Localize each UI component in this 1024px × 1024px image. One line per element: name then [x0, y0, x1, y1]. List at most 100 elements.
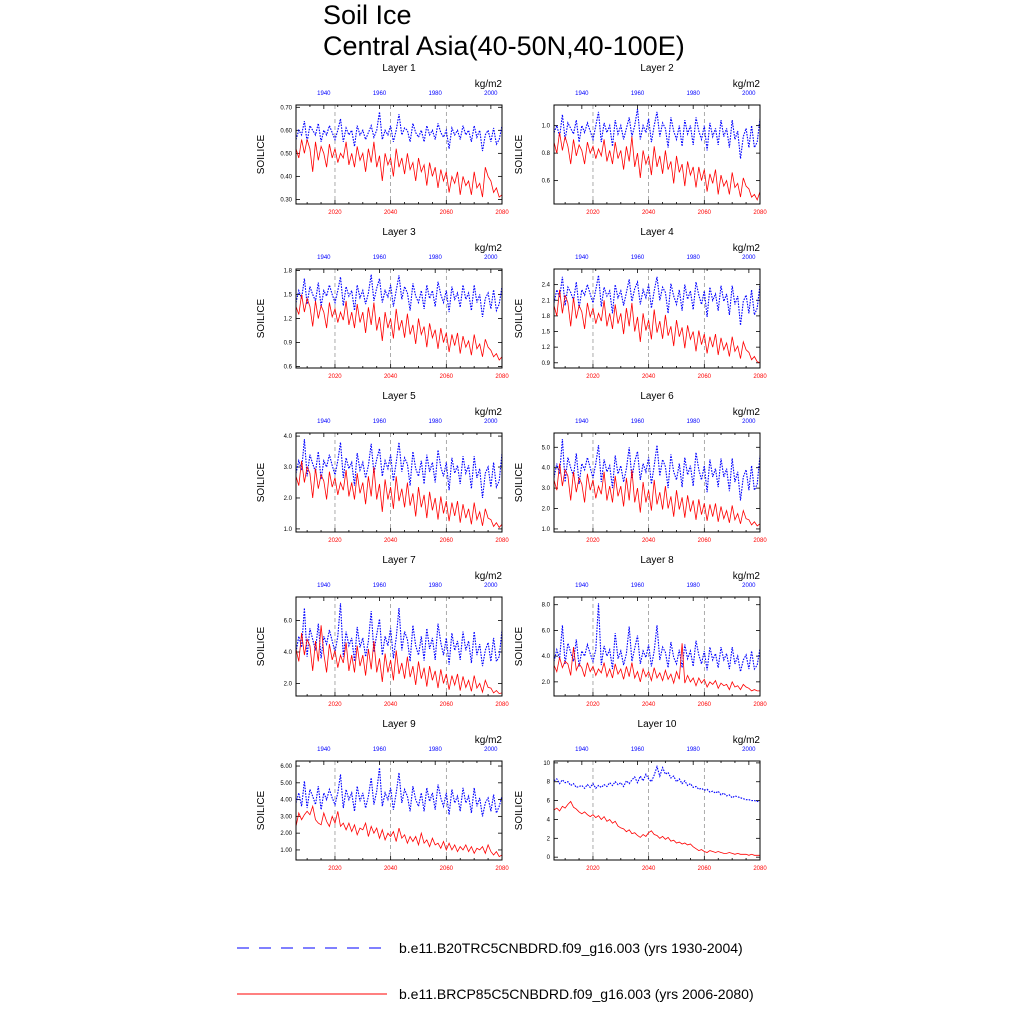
x-tick-label-bottom: 2060 — [698, 374, 712, 380]
panel-title: Layer 6 — [640, 391, 674, 402]
x-tick-label-bottom: 2040 — [384, 866, 398, 872]
y-tick-label: 4.0 — [542, 466, 551, 472]
y-axis-label: SOILICE — [514, 298, 525, 338]
x-tick-label-top: 1960 — [631, 583, 645, 589]
y-tick-label: 3.0 — [284, 465, 293, 471]
x-tick-label-top: 1980 — [429, 419, 443, 425]
y-tick-label: 0.60 — [280, 128, 292, 134]
y-tick-label: 3.0 — [542, 486, 551, 492]
panel-units: kg/m2 — [733, 571, 761, 582]
x-tick-label-top: 1980 — [429, 91, 443, 97]
x-tick-label-top: 1960 — [373, 91, 387, 97]
panel-layer-2: Layer 2 kg/m2 SOILICE 0.6 0.8 1.0 2020 2040 2060… — [514, 63, 767, 216]
y-tick-label: 1.00 — [280, 848, 292, 854]
plot-frame — [295, 760, 503, 861]
x-tick-label-bottom: 2080 — [495, 210, 509, 216]
series-line-rcp85 — [553, 463, 761, 527]
x-tick-label-bottom: 2080 — [495, 538, 509, 544]
y-tick-label: 1.0 — [542, 527, 551, 533]
y-tick-label: 4.00 — [280, 798, 292, 804]
panel-units: kg/m2 — [733, 735, 761, 746]
x-tick-label-bottom: 2060 — [698, 538, 712, 544]
series-line-rcp85 — [295, 460, 503, 529]
x-tick-label-bottom: 2080 — [753, 702, 767, 708]
y-tick-label: 0.50 — [280, 151, 292, 157]
y-tick-label: 1.8 — [284, 269, 293, 275]
x-tick-label-top: 1980 — [687, 419, 701, 425]
x-tick-label-top: 1940 — [575, 255, 589, 261]
series-line-rcp85 — [295, 804, 503, 858]
x-tick-label-top: 1940 — [575, 747, 589, 753]
y-tick-label: 4.0 — [542, 654, 551, 660]
x-tick-label-bottom: 2020 — [328, 866, 342, 872]
panel-units: kg/m2 — [475, 79, 503, 90]
y-tick-label: 3.00 — [280, 814, 292, 820]
series-line-rcp85 — [295, 139, 503, 198]
y-tick-label: 10 — [543, 761, 550, 767]
panel-layer-3: Layer 3 kg/m2 SOILICE 0.6 0.9 1.2 1.5 1.8 2020 20… — [256, 227, 509, 380]
legend-label-rcp85: b.e11.BRCP85C5CNBDRD.f09_g16.003 (yrs 20… — [399, 986, 754, 1002]
x-tick-label-bottom: 2040 — [642, 210, 656, 216]
x-tick-label-top: 1940 — [575, 583, 589, 589]
x-tick-label-top: 1940 — [317, 91, 331, 97]
y-tick-label: 0.8 — [542, 151, 551, 157]
y-tick-label: 1.5 — [542, 330, 551, 336]
x-tick-label-bottom: 2040 — [642, 538, 656, 544]
y-tick-label: 2.0 — [284, 496, 293, 502]
x-tick-label-bottom: 2020 — [328, 538, 342, 544]
y-axis-label: SOILICE — [256, 134, 267, 174]
y-tick-label: 2.0 — [284, 681, 293, 687]
x-tick-label-top: 1960 — [373, 255, 387, 261]
x-tick-label-bottom: 2060 — [440, 210, 454, 216]
x-tick-label-top: 2000 — [742, 91, 756, 97]
legend-swatch-rcp85 — [237, 993, 387, 995]
y-tick-label: 1.2 — [542, 345, 551, 351]
x-tick-label-top: 2000 — [484, 583, 498, 589]
x-tick-label-top: 1960 — [631, 91, 645, 97]
y-tick-label: 6.00 — [280, 764, 292, 770]
y-tick-label: 0.30 — [280, 197, 292, 203]
y-tick-label: 0.6 — [542, 179, 551, 185]
legend-label-historical: b.e11.B20TRC5CNBDRD.f09_g16.003 (yrs 193… — [399, 940, 743, 956]
x-tick-label-top: 1940 — [575, 91, 589, 97]
y-axis-label: SOILICE — [514, 134, 525, 174]
y-tick-label: 0 — [547, 855, 551, 861]
x-tick-label-top: 1980 — [429, 583, 443, 589]
y-tick-label: 1.8 — [542, 314, 551, 320]
x-tick-label-top: 2000 — [742, 255, 756, 261]
plot-frame — [553, 596, 761, 697]
x-tick-label-bottom: 2020 — [328, 210, 342, 216]
plot-grid: Layer 1kg/m2SOILICE0.300.400.500.600.702… — [256, 63, 767, 872]
x-tick-label-bottom: 2060 — [440, 866, 454, 872]
x-tick-label-top: 2000 — [742, 747, 756, 753]
y-tick-label: 0.9 — [284, 340, 293, 346]
panel-units: kg/m2 — [733, 407, 761, 418]
y-tick-label: 2.0 — [542, 507, 551, 513]
y-tick-label: 0.6 — [284, 364, 293, 370]
legend-swatch-historical — [237, 947, 387, 949]
plot-frame — [295, 596, 503, 697]
panel-title: Layer 10 — [638, 719, 677, 730]
x-tick-label-top: 1960 — [631, 419, 645, 425]
panel-title: Layer 9 — [382, 719, 416, 730]
x-tick-label-bottom: 2040 — [384, 702, 398, 708]
panel-units: kg/m2 — [475, 735, 503, 746]
y-tick-label: 1.2 — [284, 317, 293, 323]
y-axis-label: SOILICE — [256, 298, 267, 338]
y-tick-label: 1.5 — [284, 293, 293, 299]
panel-title: Layer 2 — [640, 63, 674, 74]
x-tick-label-bottom: 2060 — [698, 866, 712, 872]
series-line-historical — [553, 275, 761, 326]
panel-layer-7: Layer 7 kg/m2 SOILICE 2.0 4.0 6.0 2020 2040 2060… — [256, 555, 509, 708]
x-tick-label-top: 2000 — [742, 419, 756, 425]
x-tick-label-top: 1940 — [317, 419, 331, 425]
x-tick-label-bottom: 2060 — [440, 702, 454, 708]
x-tick-label-bottom: 2020 — [586, 374, 600, 380]
series-line-historical — [295, 439, 503, 499]
series-line-rcp85 — [553, 800, 760, 856]
y-tick-label: 8.0 — [542, 603, 551, 609]
y-tick-label: 2 — [547, 836, 551, 842]
panel-units: kg/m2 — [475, 243, 503, 254]
panel-layer-5: Layer 5 kg/m2 SOILICE 1.0 2.0 3.0 4.0 2020 2040 2… — [256, 391, 509, 544]
y-tick-label: 0.40 — [280, 174, 292, 180]
